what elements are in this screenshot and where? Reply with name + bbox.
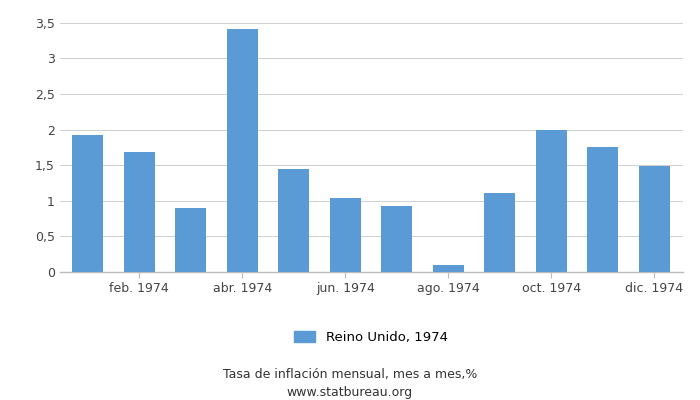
Bar — [279, 170, 309, 272]
Bar — [227, 29, 258, 272]
Bar — [382, 206, 412, 272]
Bar — [536, 130, 567, 272]
Text: www.statbureau.org: www.statbureau.org — [287, 386, 413, 399]
Bar — [72, 134, 104, 272]
Bar — [433, 265, 463, 272]
Bar — [484, 193, 515, 272]
Bar — [638, 166, 670, 272]
Bar — [587, 147, 618, 272]
Legend: Reino Unido, 1974: Reino Unido, 1974 — [294, 330, 448, 344]
Bar — [175, 208, 206, 272]
Bar — [124, 152, 155, 272]
Text: Tasa de inflación mensual, mes a mes,%: Tasa de inflación mensual, mes a mes,% — [223, 368, 477, 381]
Bar — [330, 198, 360, 272]
